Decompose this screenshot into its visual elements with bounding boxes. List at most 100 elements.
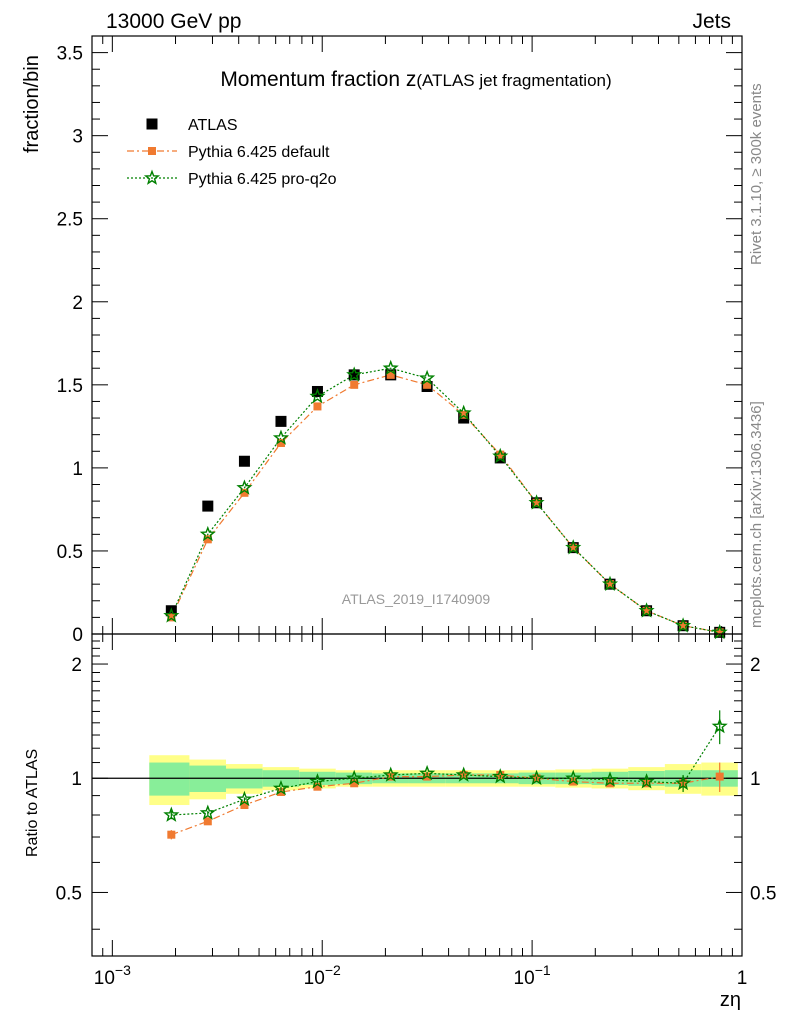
ratio-point <box>419 764 436 781</box>
data-point <box>532 498 541 507</box>
x-tick-base: 1 <box>737 968 748 989</box>
ratio-point <box>240 801 249 810</box>
ratio-point <box>565 769 582 786</box>
data-point <box>715 628 724 637</box>
main-y-label: fraction/bin <box>21 55 43 153</box>
x-tick-exponent: −2 <box>325 962 341 978</box>
y-tick-label: 3 <box>72 127 83 148</box>
ratio-point <box>272 779 290 796</box>
data-point <box>528 494 545 510</box>
ratio-point <box>528 769 545 786</box>
x-tick-base: 10 <box>514 968 535 989</box>
x-tick-exponent: −1 <box>535 962 551 978</box>
data-point <box>419 369 436 386</box>
ratio-line <box>171 774 720 836</box>
ratio-point <box>309 773 326 789</box>
legend: ATLAS Pythia 6.425 default Pythia 6.425 pr… <box>127 117 337 188</box>
data-point <box>275 415 287 427</box>
ratio-point <box>455 766 472 782</box>
ratio-y-tick-label: 0.5 <box>56 883 82 904</box>
x-axis-label: zη <box>720 989 741 1011</box>
main-ticks: 0 0.5 1 1.5 2 2.5 3 3.5 <box>57 35 743 646</box>
data-point <box>163 607 180 623</box>
main-title: Momentum fraction z(ATLAS jet fragmentat… <box>220 68 611 91</box>
ratio-point <box>601 771 619 787</box>
data-point <box>238 455 250 467</box>
ratio-y-tick-label-right: 0.5 <box>750 883 776 904</box>
ratio-y-label: Ratio to ATLAS <box>24 749 41 857</box>
ratio-y-tick-label-right: 1 <box>750 769 761 790</box>
ratio-series <box>163 710 728 840</box>
header-right: Jets <box>692 10 731 33</box>
data-point <box>492 447 509 464</box>
data-point <box>675 617 692 633</box>
data-point <box>346 366 363 382</box>
data-point <box>350 380 359 389</box>
ratio-point <box>163 806 180 822</box>
y-tick-label: 1 <box>72 459 83 480</box>
ratio-point <box>492 768 509 784</box>
legend-marker <box>148 147 156 155</box>
title-var: z <box>406 68 417 91</box>
y-tick-label: 2 <box>72 293 83 314</box>
title-main: Momentum fraction <box>220 68 406 91</box>
mcplots-label: mcplots.cern.ch [arXiv:1306.3436] <box>748 401 765 628</box>
main-series <box>163 359 728 640</box>
legend-label: Pythia 6.425 default <box>188 144 330 161</box>
data-point <box>309 387 326 404</box>
data-point <box>601 575 619 592</box>
data-point <box>202 500 214 512</box>
ratio-point <box>675 774 692 791</box>
main-panel: 0 0.5 1 1.5 2 2.5 3 3.5 ATLAS_2019_I1740909 fra… <box>21 35 743 646</box>
data-point <box>313 402 322 411</box>
band-inner <box>149 762 190 796</box>
ratio-panel: 10−3 10−2 10−1 10.5 0.51 12 2 Ratio to ATLAS z… <box>24 633 776 1011</box>
x-tick-label: 10−1 <box>514 962 551 989</box>
data-point <box>382 359 399 376</box>
legend-marker <box>143 169 161 185</box>
series-line <box>170 367 720 633</box>
x-tick-label: 10−2 <box>304 962 341 989</box>
legend-label: Pythia 6.425 pro-q2o <box>188 171 337 188</box>
ratio-y-tick-label-right: 2 <box>750 655 761 676</box>
y-tick-label: 0 <box>72 625 83 646</box>
data-point <box>638 602 655 618</box>
data-point <box>459 410 468 419</box>
ratio-point <box>346 769 363 786</box>
data-point <box>569 543 578 552</box>
ratio-point <box>350 779 359 788</box>
data-point <box>496 450 505 459</box>
ratio-point <box>711 717 728 734</box>
watermark: ATLAS_2019_I1740909 <box>342 591 491 607</box>
ratio-point <box>203 817 212 826</box>
data-point <box>348 369 360 381</box>
title-sub: (ATLAS jet fragmentation) <box>416 71 611 90</box>
data-point <box>565 539 582 555</box>
ratio-point <box>236 790 253 807</box>
data-point <box>679 621 688 630</box>
data-point <box>272 429 290 445</box>
legend-label: ATLAS <box>188 117 238 134</box>
x-tick-label: 10−3 <box>94 962 131 989</box>
data-point <box>605 580 614 589</box>
ratio-point <box>638 773 655 789</box>
data-point <box>167 613 176 622</box>
ratio-point <box>313 782 322 791</box>
x-tick-label: 1 <box>737 968 748 989</box>
uncertainty-band <box>92 755 742 806</box>
data-point <box>203 535 212 544</box>
data-point <box>423 380 432 389</box>
ratio-y-tick-label: 1 <box>71 769 82 790</box>
ratio-point <box>715 772 724 781</box>
data-point <box>276 438 285 447</box>
data-point <box>386 370 395 379</box>
header-left: 13000 GeV pp <box>106 10 241 33</box>
ratio-point <box>167 830 176 839</box>
legend-marker <box>146 118 158 130</box>
data-point <box>711 623 728 640</box>
data-point <box>642 606 651 615</box>
y-tick-label: 3.5 <box>57 44 83 65</box>
data-point <box>199 525 216 542</box>
rivet-label: Rivet 3.1.10, ≥ 300k events <box>748 83 765 265</box>
ratio-ticks: 10−3 10−2 10−1 10.5 0.51 12 2 <box>56 634 776 989</box>
